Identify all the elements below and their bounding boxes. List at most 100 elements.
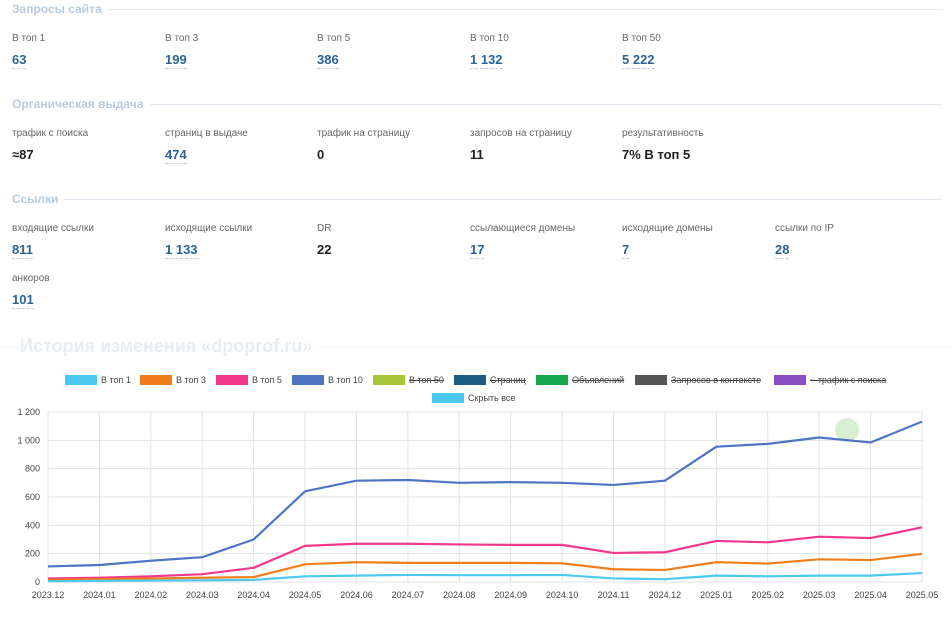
y-tick-label: 0 [35, 577, 40, 587]
legend-swatch [635, 375, 667, 385]
history-divider [0, 347, 952, 348]
metric-value: 22 [317, 242, 332, 257]
legend-item-top3[interactable]: В топ 3 [140, 375, 206, 385]
x-tick-label: 2024.04 [237, 590, 270, 600]
metric-value-link[interactable]: 101 [12, 292, 34, 309]
legend-item-pages[interactable]: Страниц [454, 375, 526, 385]
metric-label: В топ 50 [622, 33, 661, 44]
metric-label: ссылающиеся домены [470, 223, 576, 234]
history-title: История изменения «dpoprof.ru» [20, 336, 321, 357]
section-title-queries: Запросы сайта [12, 2, 108, 16]
metric-value-link[interactable]: 7 [622, 242, 630, 259]
metric-label: ссылки по IP [775, 223, 834, 234]
legend-item-top10[interactable]: В топ 10 [292, 375, 363, 385]
metric-top50: В топ 50 5 222 [622, 33, 772, 69]
y-tick-label: 600 [25, 492, 40, 502]
section-divider [100, 9, 942, 10]
metric-label: запросов на страницу [470, 128, 572, 139]
legend-swatch [65, 375, 97, 385]
metric-label: В топ 10 [470, 33, 509, 44]
x-tick-label: 2024.08 [443, 590, 476, 600]
metric-outbound-domains: исходящие домены 7 [622, 223, 772, 259]
legend-item-ads[interactable]: Объявлений [536, 375, 624, 385]
y-tick-label: 200 [25, 549, 40, 559]
metric-referring-domains: ссылающиеся домены 17 [470, 223, 620, 259]
metric-label: исходящие ссылки [165, 223, 253, 234]
x-tick-label: 2023.12 [32, 590, 65, 600]
metric-pages-indexed: страниц в выдаче 474 [165, 128, 315, 164]
metric-top3: В топ 3 199 [165, 33, 315, 69]
legend-label: Объявлений [572, 375, 625, 385]
legend-item-top5[interactable]: В топ 5 [216, 375, 282, 385]
metric-links-by-ip: ссылки по IP 28 [775, 223, 925, 259]
metric-value-link[interactable]: 5 222 [622, 52, 655, 69]
legend-label: В топ 3 [176, 375, 206, 385]
metric-value-link[interactable]: 1 133 [165, 242, 198, 259]
legend-swatch [432, 393, 464, 403]
legend-label: ~ трафик с поиска [810, 375, 887, 385]
legend-label: В топ 1 [101, 375, 131, 385]
x-tick-label: 2024.10 [546, 590, 579, 600]
metric-top1: В топ 1 63 [12, 33, 162, 69]
series-line [47, 571, 923, 583]
legend-item-hide-all[interactable]: Скрыть все [432, 393, 515, 403]
legend-item-top1[interactable]: В топ 1 [65, 375, 131, 385]
x-tick-label: 2024.07 [392, 590, 425, 600]
metric-value-link[interactable]: 199 [165, 52, 187, 69]
metric-value-link[interactable]: 28 [775, 242, 790, 259]
legend-swatch [292, 375, 324, 385]
metric-label: В топ 3 [165, 33, 199, 44]
legend-item-top50[interactable]: В топ 50 [373, 375, 444, 385]
metric-value-link[interactable]: 17 [470, 242, 485, 259]
metric-label: результативность [622, 128, 704, 139]
metric-label: В топ 1 [12, 33, 46, 44]
legend-label: В топ 50 [409, 375, 444, 385]
metric-label: страниц в выдаче [165, 128, 248, 139]
metric-value-link[interactable]: 811 [12, 242, 33, 259]
x-tick-label: 2024.01 [83, 590, 116, 600]
x-tick-label: 2024.11 [598, 590, 630, 600]
series-line [47, 420, 923, 568]
x-tick-label: 2025.03 [803, 590, 836, 600]
legend-swatch [140, 375, 172, 385]
metric-value-link[interactable]: 63 [12, 52, 27, 69]
y-tick-label: 400 [25, 520, 40, 530]
metric-label: DR [317, 223, 332, 234]
x-tick-label: 2025.05 [906, 590, 939, 600]
metric-label: В топ 5 [317, 33, 351, 44]
legend-label: В топ 5 [252, 375, 282, 385]
metric-top5: В топ 5 386 [317, 33, 467, 69]
legend-swatch [454, 375, 486, 385]
legend-label: Запросов в контексте [671, 375, 762, 385]
metric-value: 0 [317, 147, 325, 162]
y-tick-label: 1 000 [17, 435, 40, 445]
metric-label: анкоров [12, 273, 50, 284]
y-tick-label: 1 200 [17, 407, 40, 417]
x-tick-label: 2024.05 [289, 590, 322, 600]
metric-value-link[interactable]: 474 [165, 147, 187, 164]
metric-value-link[interactable]: 386 [317, 52, 339, 69]
legend-swatch [536, 375, 568, 385]
section-divider [64, 199, 942, 200]
legend-item-search-traffic[interactable]: ~ трафик с поиска [774, 375, 886, 385]
x-tick-label: 2025.02 [751, 590, 784, 600]
legend-swatch [774, 375, 806, 385]
x-tick-label: 2024.02 [135, 590, 168, 600]
metric-anchors: анкоров 101 [12, 273, 162, 309]
x-tick-label: 2024.06 [340, 590, 373, 600]
metric-value: 11 [470, 147, 484, 162]
metric-value-link[interactable]: 1 132 [470, 52, 503, 69]
y-tick-label: 800 [25, 464, 40, 474]
metric-search-traffic: трафик с поиска ≈87 [12, 128, 162, 164]
metric-value: 7% В топ 5 [622, 147, 691, 162]
legend-item-context-queries[interactable]: Запросов в контексте [635, 375, 761, 385]
x-tick-label: 2024.09 [494, 590, 527, 600]
section-divider [150, 104, 942, 105]
metric-inbound-links: входящие ссылки 811 [12, 223, 162, 259]
metric-label: трафик на страницу [317, 128, 411, 139]
x-tick-label: 2025.04 [854, 590, 887, 600]
metric-label: исходящие домены [622, 223, 713, 234]
legend-swatch [373, 375, 405, 385]
metric-queries-per-page: запросов на страницу 11 [470, 128, 620, 164]
metric-outbound-links: исходящие ссылки 1 133 [165, 223, 315, 259]
